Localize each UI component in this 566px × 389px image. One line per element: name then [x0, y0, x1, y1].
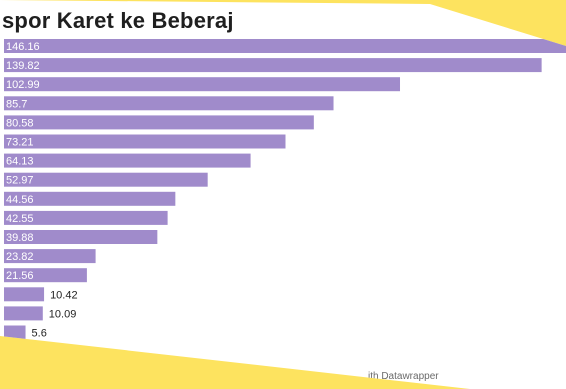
bar-value-label: 5.6 — [32, 328, 47, 340]
bar-value-label: 42.55 — [6, 213, 34, 225]
bar — [4, 115, 314, 130]
bar-value-label: 10.09 — [49, 308, 77, 320]
bar — [4, 306, 43, 321]
bar-value-label: 85.7 — [6, 98, 27, 110]
bar — [4, 58, 542, 73]
bar-value-label: 73.21 — [6, 137, 34, 149]
bar-value-label: 64.13 — [6, 156, 34, 168]
bar-value-label: 23.82 — [6, 251, 34, 263]
bar — [4, 39, 566, 53]
bar-value-label: 139.82 — [6, 60, 40, 72]
bar — [4, 249, 96, 264]
bar — [4, 268, 87, 283]
source-credit: ith Datawrapper — [368, 371, 439, 382]
bar — [4, 96, 334, 111]
bar — [4, 172, 208, 187]
bar-value-label: 80.58 — [6, 117, 34, 129]
bar-value-label: 39.88 — [6, 232, 34, 244]
bar — [4, 153, 251, 168]
bar-group: 146.16 139.82 102.99 85.7 80.58 73.21 64.13 52.… — [4, 39, 566, 340]
bar-value-label: 21.56 — [6, 270, 34, 282]
bar-value-label: 102.99 — [6, 79, 40, 91]
bar-value-label: 146.16 — [6, 41, 40, 53]
bar — [4, 191, 176, 206]
bar-value-label: 10.42 — [50, 289, 78, 301]
bar — [4, 210, 168, 225]
bar — [4, 77, 401, 92]
bar — [4, 230, 158, 244]
bar — [4, 325, 26, 340]
bar-value-label: 52.97 — [6, 175, 34, 187]
chart-title: spor Karet ke Beberaj — [2, 8, 234, 33]
bar — [4, 287, 45, 302]
bar-value-label: 44.56 — [6, 194, 34, 206]
bar — [4, 134, 286, 149]
